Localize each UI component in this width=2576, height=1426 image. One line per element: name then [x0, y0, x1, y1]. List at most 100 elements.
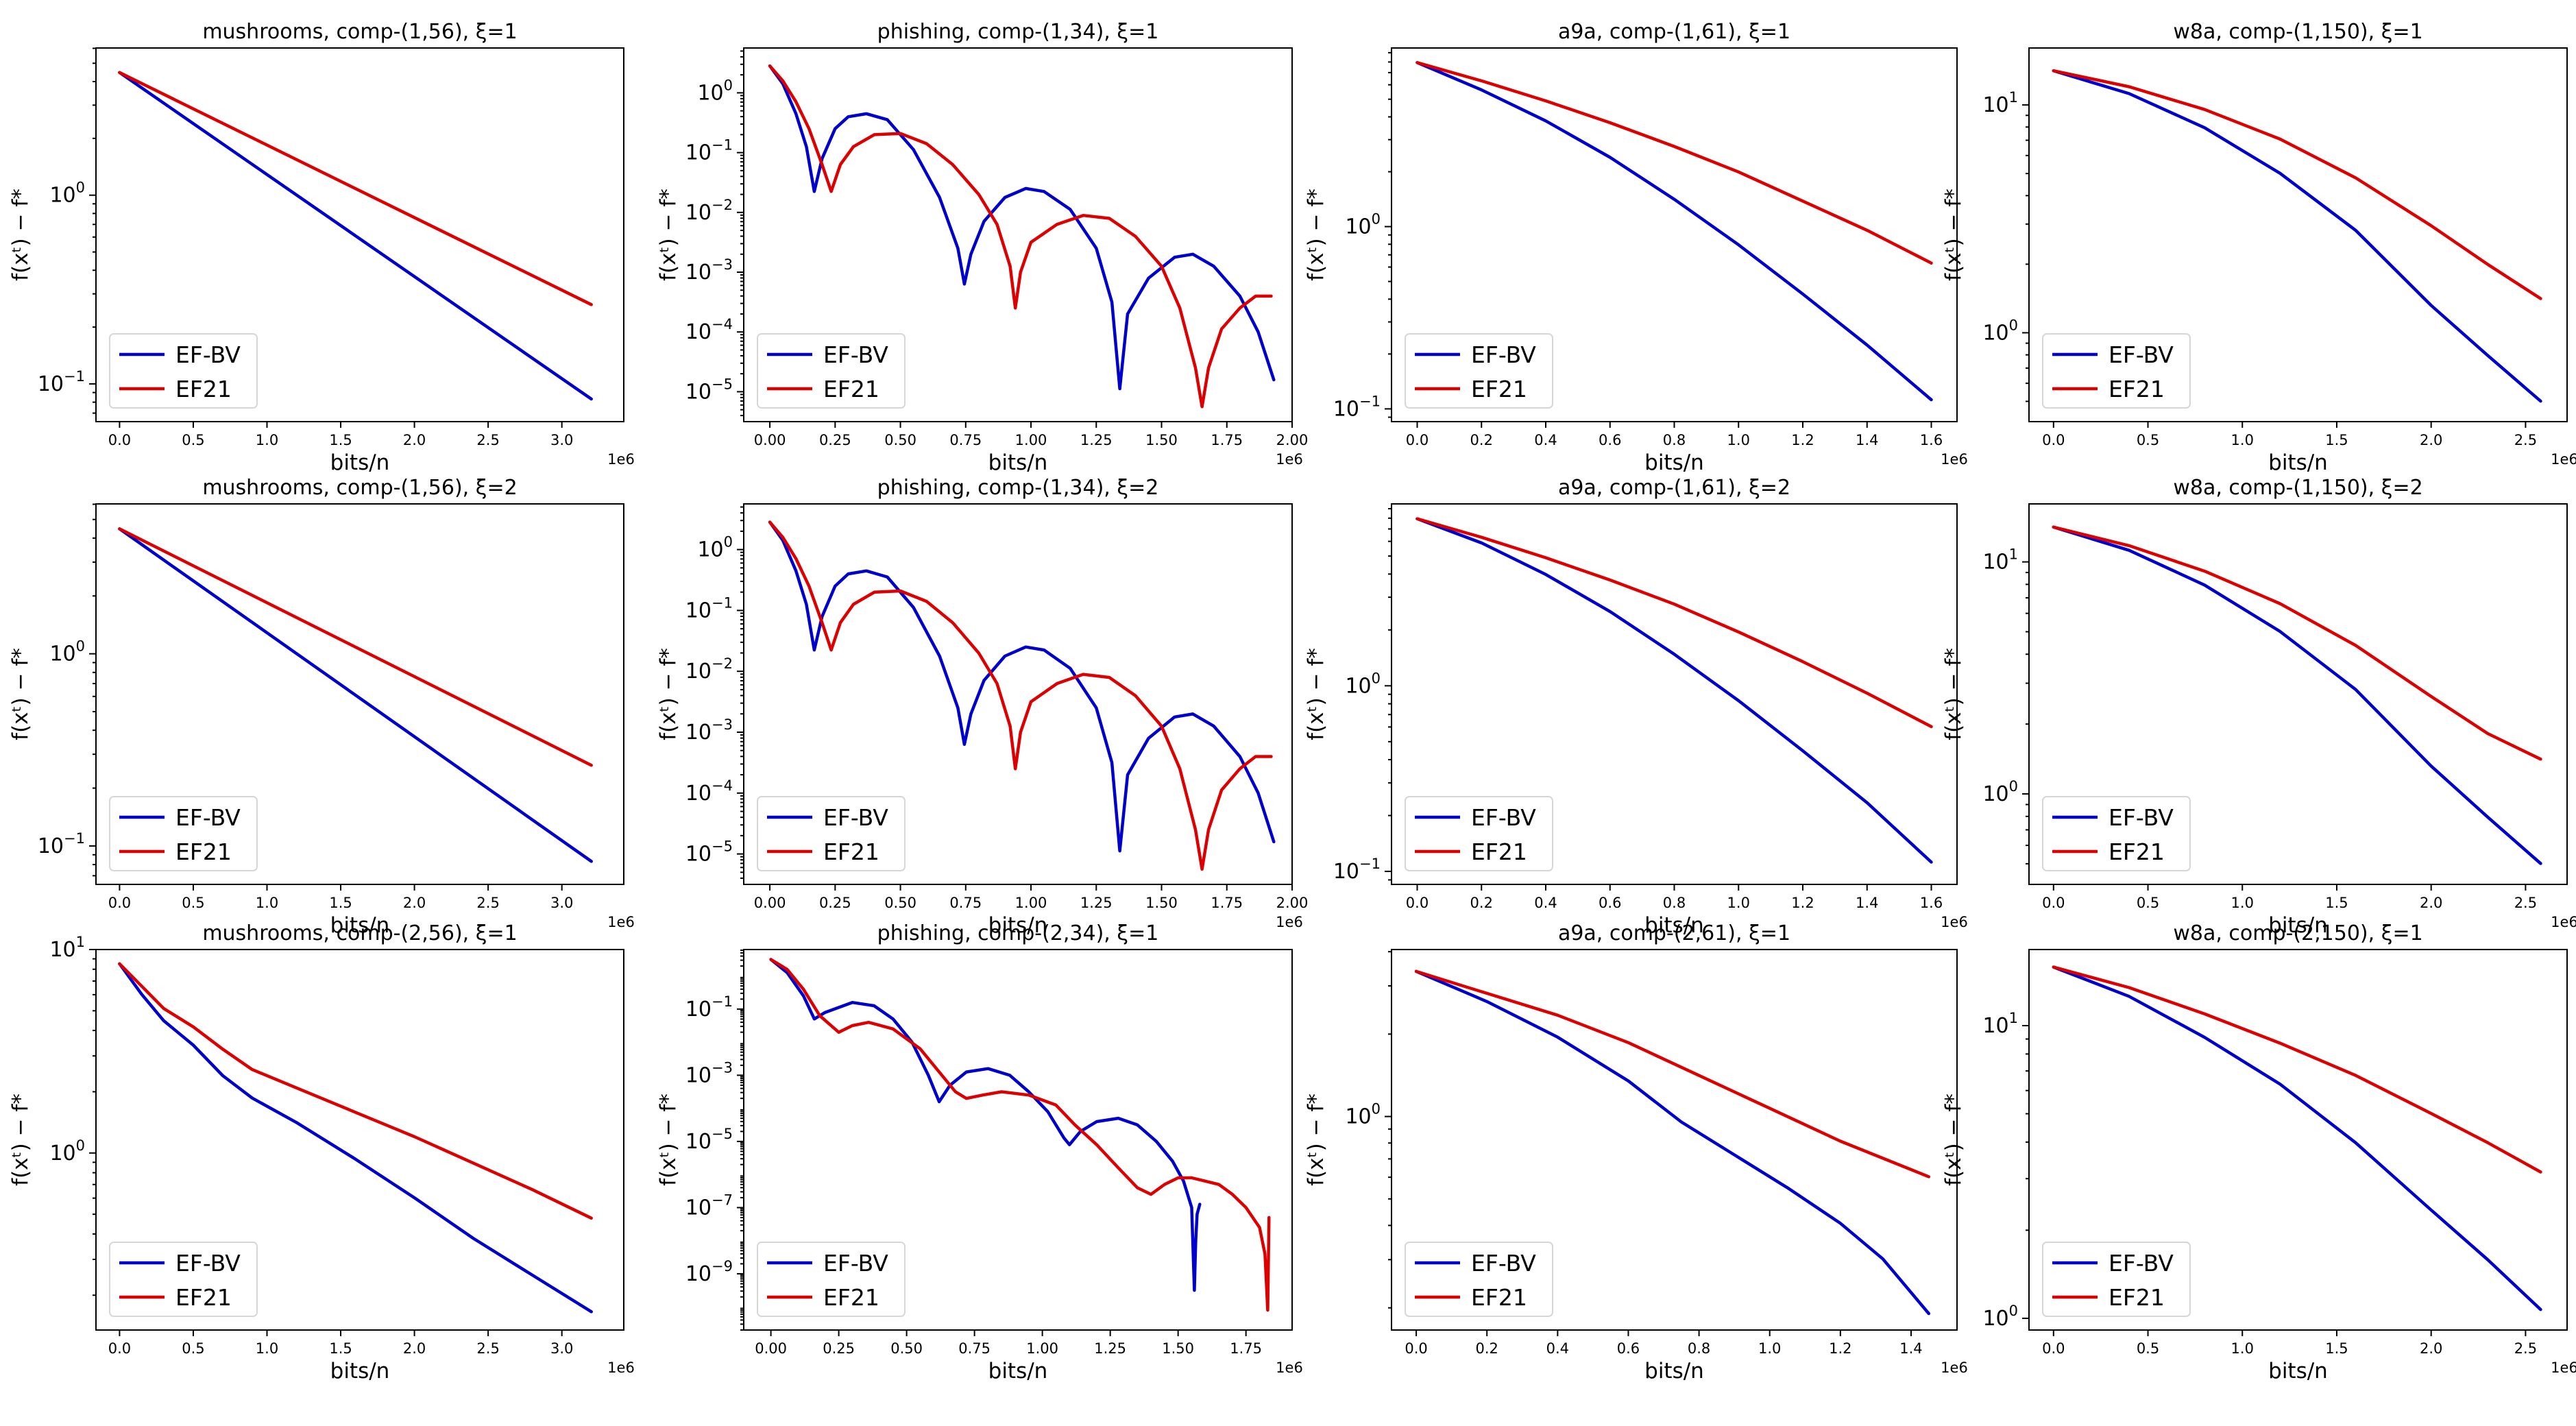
y-tick-label: 100	[49, 180, 85, 208]
subplot-title: phishing, comp-(2,34), ξ=1	[877, 921, 1159, 945]
y-tick-label: 10−1	[685, 993, 733, 1022]
x-tick-label: 2.5	[476, 895, 499, 911]
x-tick-label: 1.75	[1211, 432, 1243, 448]
y-tick-label: 101	[49, 934, 85, 962]
plot-frame	[743, 503, 1293, 885]
plot-frame	[1391, 949, 1958, 1331]
x-tick-label: 1.4	[1899, 1340, 1922, 1357]
legend-label-ef-bv: EF-BV	[1471, 804, 1536, 831]
subplot-9: mushrooms, comp-(2,56), ξ=1 0.0 0.5 1.0 1.5 2…	[8, 921, 635, 1383]
y-tick-label: 10−1	[1333, 856, 1381, 884]
legend-label-ef21: EF21	[175, 376, 232, 402]
subplot-7: a9a, comp-(1,61), ξ=2 0.0 0.2 0.4 0.6 0.8 1.0 1…	[1304, 476, 1968, 938]
x-tick-label: 1.5	[329, 1340, 352, 1357]
x-tick-label: 2.0	[2420, 1340, 2442, 1357]
x-tick-label: 1.5	[329, 432, 352, 448]
x-axis-label: bits/n	[988, 913, 1048, 938]
legend-label-ef-bv: EF-BV	[175, 341, 241, 368]
subplot-3: a9a, comp-(1,61), ξ=1 0.0 0.2 0.4 0.6 0.8 1.0 1…	[1304, 20, 1968, 475]
x-tick-label: 0.2	[1470, 432, 1493, 448]
y-tick-label: 10−5	[685, 838, 733, 867]
x-tick-label: 0.2	[1470, 895, 1493, 911]
x-axis-label: bits/n	[2268, 913, 2328, 938]
series-line-ef-bv	[2052, 525, 2542, 865]
legend-label-ef21: EF21	[1471, 838, 1527, 865]
x-tick-label: 0.5	[182, 432, 204, 448]
legend-label-ef-bv: EF-BV	[823, 804, 888, 831]
x-tick-label: 2.5	[2514, 432, 2537, 448]
x-tick-label: 0.0	[108, 895, 131, 911]
x-axis-label: bits/n	[330, 450, 390, 475]
x-tick-label: 3.0	[550, 432, 573, 448]
series-line-ef-bv	[2052, 965, 2542, 1312]
x-tick-label: 0.8	[1663, 895, 1686, 911]
x-tick-label: 1.0	[1727, 895, 1750, 911]
x-tick-label: 0.5	[2137, 1340, 2159, 1357]
subplot-4: w8a, comp-(1,150), ξ=1 0.0 0.5 1.0 1.5 2.0 2.5…	[1941, 20, 2576, 475]
plot-frame	[2028, 949, 2568, 1331]
plot-frame	[95, 949, 624, 1331]
legend-label-ef-bv: EF-BV	[2109, 341, 2174, 368]
y-tick-label: 10−5	[685, 376, 733, 404]
x-tick-label: 0.0	[1406, 895, 1429, 911]
x-tick-label: 0.0	[2042, 1340, 2065, 1357]
series-line-ef21	[768, 520, 1273, 871]
x-tick-label: 2.5	[2514, 1340, 2537, 1357]
x-tick-label: 1.2	[1791, 432, 1814, 448]
x-tick-label: 0.6	[1599, 895, 1621, 911]
y-tick-label: 10−3	[685, 716, 733, 745]
x-axis-label: bits/n	[988, 1359, 1048, 1383]
x-tick-label: 1.50	[1162, 1340, 1194, 1357]
y-tick-label: 100	[1982, 317, 2018, 345]
plot-frame	[743, 949, 1293, 1331]
series-line-ef-bv	[768, 64, 1276, 391]
series-line-ef21	[1414, 969, 1931, 1179]
legend-label-ef21: EF21	[823, 838, 879, 865]
series-line-ef21	[1415, 517, 1933, 729]
y-axis-label: f(xᵗ) − f*	[1941, 1093, 1966, 1186]
x-tick-label: 0.0	[1405, 1340, 1427, 1357]
legend-label-ef21: EF21	[823, 376, 879, 402]
y-tick-label: 100	[1345, 670, 1381, 698]
x-tick-label: 0.75	[949, 432, 982, 448]
x-tick-label: 0.8	[1663, 432, 1686, 448]
subplot-title: w8a, comp-(1,150), ξ=1	[2173, 20, 2422, 44]
y-tick-label: 10−9	[685, 1258, 733, 1286]
subplot-10: phishing, comp-(2,34), ξ=1 0.00 0.25 0.50 0.…	[656, 921, 1303, 1383]
x-tick-label: 0.00	[754, 432, 786, 448]
subplot-title: phishing, comp-(1,34), ξ=1	[877, 20, 1159, 44]
x-tick-label: 1.2	[1791, 895, 1814, 911]
y-tick-label: 100	[1982, 1303, 2018, 1331]
x-axis-label: bits/n	[988, 450, 1048, 475]
x-multiplier-label: 1e6	[2551, 451, 2576, 468]
x-tick-label: 2.5	[476, 432, 499, 448]
x-tick-label: 0.5	[2137, 432, 2159, 448]
x-axis-label: bits/n	[330, 913, 390, 938]
x-axis-label: bits/n	[1644, 913, 1704, 938]
subplot-title: mushrooms, comp-(1,56), ξ=2	[202, 476, 517, 500]
x-multiplier-label: 1e6	[607, 1359, 635, 1376]
x-tick-label: 0.2	[1476, 1340, 1498, 1357]
subplot-11: a9a, comp-(2,61), ξ=1 0.0 0.2 0.4 0.6 0.8 1.0 1…	[1304, 921, 1968, 1383]
y-tick-label: 100	[49, 1137, 85, 1165]
legend-label-ef21: EF21	[2109, 838, 2165, 865]
y-tick-label: 10−2	[685, 197, 733, 225]
legend-label-ef21: EF21	[175, 1284, 232, 1311]
x-tick-label: 1.00	[1015, 895, 1047, 911]
y-tick-label: 10−4	[685, 777, 733, 806]
x-tick-label: 1.0	[1727, 432, 1750, 448]
y-tick-label: 10−1	[1333, 393, 1381, 421]
x-tick-label: 1.2	[1829, 1340, 1851, 1357]
x-axis-label: bits/n	[2268, 450, 2328, 475]
x-tick-label: 2.0	[403, 432, 426, 448]
x-tick-label: 0.5	[2137, 895, 2159, 911]
y-axis-label: f(xᵗ) − f*	[1304, 1093, 1328, 1186]
y-tick-label: 10−4	[685, 316, 733, 344]
legend-label-ef-bv: EF-BV	[175, 804, 241, 831]
x-tick-label: 0.6	[1617, 1340, 1640, 1357]
x-multiplier-label: 1e6	[607, 914, 635, 930]
y-axis-label: f(xᵗ) − f*	[656, 189, 681, 281]
legend-label-ef-bv: EF-BV	[823, 1250, 888, 1277]
y-tick-label: 100	[697, 77, 733, 105]
legend-label-ef-bv: EF-BV	[1471, 1250, 1536, 1277]
